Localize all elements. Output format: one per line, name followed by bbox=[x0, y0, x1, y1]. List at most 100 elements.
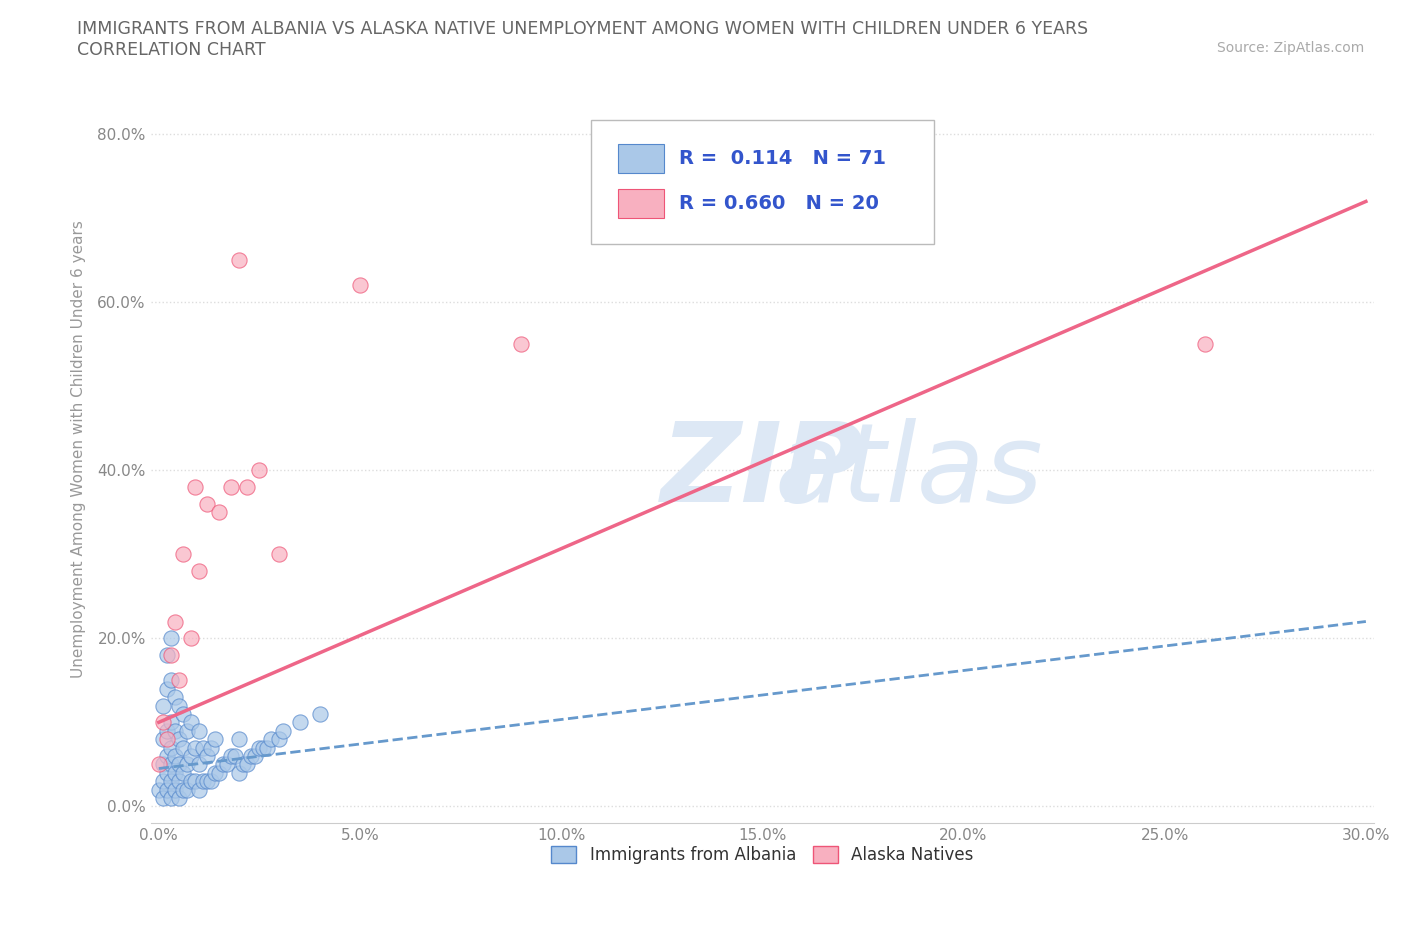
Point bbox=[247, 463, 270, 478]
Point bbox=[256, 740, 278, 755]
Point bbox=[228, 765, 250, 780]
Text: Source: ZipAtlas.com: Source: ZipAtlas.com bbox=[1216, 41, 1364, 55]
Text: IMMIGRANTS FROM ALBANIA VS ALASKA NATIVE UNEMPLOYMENT AMONG WOMEN WITH CHILDREN : IMMIGRANTS FROM ALBANIA VS ALASKA NATIVE… bbox=[77, 20, 1088, 38]
Point bbox=[349, 278, 371, 293]
Point bbox=[180, 715, 202, 730]
Point bbox=[152, 774, 174, 789]
Bar bbox=[619, 144, 665, 173]
Point bbox=[240, 749, 263, 764]
Point bbox=[176, 724, 198, 738]
Point bbox=[180, 749, 202, 764]
Point bbox=[269, 547, 291, 562]
Text: ZIP: ZIP bbox=[661, 418, 865, 525]
Point bbox=[232, 757, 254, 772]
Point bbox=[195, 749, 218, 764]
Point bbox=[188, 564, 211, 578]
Point bbox=[163, 724, 186, 738]
Point bbox=[195, 774, 218, 789]
Point bbox=[160, 715, 183, 730]
Point bbox=[148, 757, 170, 772]
Point bbox=[152, 732, 174, 747]
Y-axis label: Unemployment Among Women with Children Under 6 years: Unemployment Among Women with Children U… bbox=[72, 220, 86, 678]
Point bbox=[191, 740, 214, 755]
Point bbox=[228, 732, 250, 747]
Point bbox=[188, 757, 211, 772]
Point bbox=[195, 497, 218, 512]
Point bbox=[1194, 337, 1216, 352]
Point bbox=[148, 782, 170, 797]
Point bbox=[160, 790, 183, 805]
Point bbox=[236, 480, 259, 495]
Point bbox=[160, 740, 183, 755]
Point bbox=[167, 774, 190, 789]
Point bbox=[247, 740, 270, 755]
Point bbox=[160, 774, 183, 789]
Point bbox=[208, 765, 231, 780]
Point bbox=[167, 757, 190, 772]
Point bbox=[219, 749, 242, 764]
Point bbox=[163, 690, 186, 705]
Text: R =  0.114   N = 71: R = 0.114 N = 71 bbox=[679, 149, 886, 168]
Point bbox=[172, 707, 194, 722]
Point bbox=[176, 757, 198, 772]
Point bbox=[167, 673, 190, 688]
Point bbox=[156, 647, 179, 662]
Point bbox=[167, 698, 190, 713]
Legend: Immigrants from Albania, Alaska Natives: Immigrants from Albania, Alaska Natives bbox=[544, 840, 980, 870]
Point bbox=[156, 732, 179, 747]
Point bbox=[273, 724, 295, 738]
Point bbox=[188, 724, 211, 738]
Point bbox=[172, 547, 194, 562]
Point bbox=[260, 732, 283, 747]
Point bbox=[167, 732, 190, 747]
Point bbox=[160, 647, 183, 662]
Point bbox=[245, 749, 267, 764]
Point bbox=[156, 749, 179, 764]
Bar bbox=[619, 189, 665, 218]
Point bbox=[180, 631, 202, 645]
Text: R = 0.660   N = 20: R = 0.660 N = 20 bbox=[679, 193, 879, 213]
Point bbox=[252, 740, 274, 755]
Point bbox=[219, 480, 242, 495]
Point bbox=[163, 765, 186, 780]
Point bbox=[509, 337, 531, 352]
Point bbox=[191, 774, 214, 789]
Point bbox=[228, 253, 250, 268]
Point bbox=[172, 765, 194, 780]
Point bbox=[184, 740, 207, 755]
Point bbox=[269, 732, 291, 747]
Point bbox=[184, 774, 207, 789]
Point bbox=[180, 774, 202, 789]
Point bbox=[200, 774, 222, 789]
Point bbox=[152, 715, 174, 730]
Point bbox=[172, 782, 194, 797]
FancyBboxPatch shape bbox=[591, 120, 934, 244]
Point bbox=[160, 631, 183, 645]
Point bbox=[156, 765, 179, 780]
Point bbox=[204, 765, 226, 780]
Point bbox=[200, 740, 222, 755]
Point bbox=[152, 698, 174, 713]
Point bbox=[163, 614, 186, 629]
Point bbox=[188, 782, 211, 797]
Point bbox=[152, 790, 174, 805]
Point bbox=[160, 673, 183, 688]
Point bbox=[156, 724, 179, 738]
Point bbox=[208, 505, 231, 520]
Point bbox=[172, 740, 194, 755]
Point bbox=[163, 749, 186, 764]
Point bbox=[204, 732, 226, 747]
Point bbox=[163, 782, 186, 797]
Point bbox=[160, 757, 183, 772]
Point bbox=[152, 757, 174, 772]
Point bbox=[156, 782, 179, 797]
Text: CORRELATION CHART: CORRELATION CHART bbox=[77, 41, 266, 59]
Point bbox=[212, 757, 235, 772]
Point bbox=[308, 707, 330, 722]
Point bbox=[156, 682, 179, 697]
Point bbox=[236, 757, 259, 772]
Point bbox=[288, 715, 311, 730]
Text: atlas: atlas bbox=[775, 418, 1043, 525]
Point bbox=[224, 749, 246, 764]
Point bbox=[217, 757, 239, 772]
